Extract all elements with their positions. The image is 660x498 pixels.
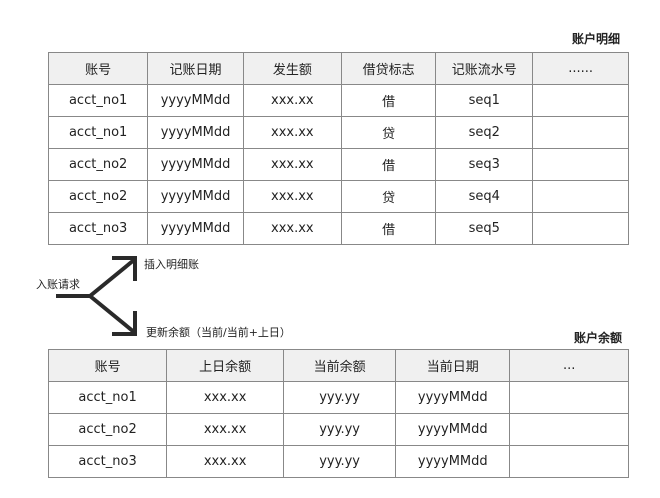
column-header: 账号 — [47, 52, 149, 85]
column-header: 借贷标志 — [340, 52, 437, 85]
table-row: acct_no2 yyyyMMdd xxx.xx 借 seq3 — [47, 148, 629, 181]
table-cell: xxx.xx — [242, 84, 342, 117]
table-cell — [532, 148, 629, 181]
branch-update-label: 更新余额（当前/当前+上日） — [146, 326, 291, 339]
table-cell: yyy.yy — [283, 413, 397, 446]
table-row: acct_no1 xxx.xx yyy.yy yyyyMMdd — [47, 381, 629, 414]
table-cell: xxx.xx — [166, 381, 285, 414]
table-cell: xxx.xx — [242, 148, 342, 181]
table-cell: acct_no3 — [47, 212, 149, 245]
table-cell: xxx.xx — [166, 413, 285, 446]
branch-insert-label: 插入明细账 — [144, 258, 199, 271]
table-row: acct_no2 xxx.xx yyy.yy yyyyMMdd — [47, 413, 629, 446]
table-cell — [509, 413, 629, 446]
table-cell: 借 — [340, 212, 437, 245]
header-row: 账号 记账日期 发生额 借贷标志 记账流水号...... — [47, 52, 629, 85]
table-cell: acct_no2 — [47, 180, 149, 213]
table-cell: yyyyMMdd — [147, 212, 244, 245]
table-cell: acct_no2 — [47, 413, 168, 446]
split-arrow-icon — [56, 256, 137, 336]
column-header: 账号 — [47, 349, 168, 382]
column-header: 记账流水号 — [435, 52, 534, 85]
table-cell: xxx.xx — [242, 180, 342, 213]
table-row: acct_no2 yyyyMMdd xxx.xx 贷 seq4 — [47, 180, 629, 213]
column-header: 当前日期 — [395, 349, 511, 382]
table-cell: 贷 — [340, 116, 437, 149]
column-header: 记账日期 — [147, 52, 244, 85]
table-cell: yyyyMMdd — [395, 413, 511, 446]
column-header: ... — [509, 349, 629, 382]
table-cell: 借 — [340, 148, 437, 181]
table-cell: yyyyMMdd — [147, 180, 244, 213]
detail-title: 账户明细 — [572, 32, 621, 46]
table-cell: xxx.xx — [242, 212, 342, 245]
table-cell: xxx.xx — [166, 445, 285, 478]
table-cell — [532, 116, 629, 149]
account-detail-table: 账号 记账日期 发生额 借贷标志 记账流水号...... acct_no1 yyyyMMdd… — [47, 52, 629, 245]
table-cell: acct_no1 — [47, 84, 149, 117]
table-cell: acct_no1 — [47, 116, 149, 149]
table-cell: seq5 — [435, 212, 534, 245]
column-header: 发生额 — [242, 52, 342, 85]
table-cell: yyyyMMdd — [395, 445, 511, 478]
table-cell: seq2 — [435, 116, 534, 149]
table-cell — [509, 381, 629, 414]
table-cell: 贷 — [340, 180, 437, 213]
account-balance-table: 账号 上日余额 当前余额 当前日期... acct_no1 xxx.xx yyy.yy yyy… — [47, 349, 629, 478]
table-row: acct_no3 xxx.xx yyy.yy yyyyMMdd — [47, 445, 629, 478]
table-cell: seq1 — [435, 84, 534, 117]
column-header: ...... — [532, 52, 629, 85]
table-cell: acct_no1 — [47, 381, 168, 414]
table-cell — [532, 84, 629, 117]
table-cell: yyyyMMdd — [147, 84, 244, 117]
table-cell: seq4 — [435, 180, 534, 213]
table-cell: yyyyMMdd — [147, 148, 244, 181]
column-header: 上日余额 — [166, 349, 285, 382]
table-row: acct_no1 yyyyMMdd xxx.xx 贷 seq2 — [47, 116, 629, 149]
table-cell: seq3 — [435, 148, 534, 181]
column-header: 当前余额 — [283, 349, 397, 382]
table-cell — [509, 445, 629, 478]
table-cell: acct_no2 — [47, 148, 149, 181]
table-cell: 借 — [340, 84, 437, 117]
table-cell: xxx.xx — [242, 116, 342, 149]
table-cell — [532, 212, 629, 245]
table-cell: yyyyMMdd — [147, 116, 244, 149]
table-row: acct_no1 yyyyMMdd xxx.xx 借 seq1 — [47, 84, 629, 117]
table-cell: yyyyMMdd — [395, 381, 511, 414]
table-cell: yyy.yy — [283, 445, 397, 478]
source-label: 入账请求 — [36, 278, 80, 291]
header-row: 账号 上日余额 当前余额 当前日期... — [47, 349, 629, 382]
balance-title: 账户余额 — [574, 331, 623, 345]
table-cell: acct_no3 — [47, 445, 168, 478]
table-cell: yyy.yy — [283, 381, 397, 414]
table-row: acct_no3 yyyyMMdd xxx.xx 借 seq5 — [47, 212, 629, 245]
table-cell — [532, 180, 629, 213]
